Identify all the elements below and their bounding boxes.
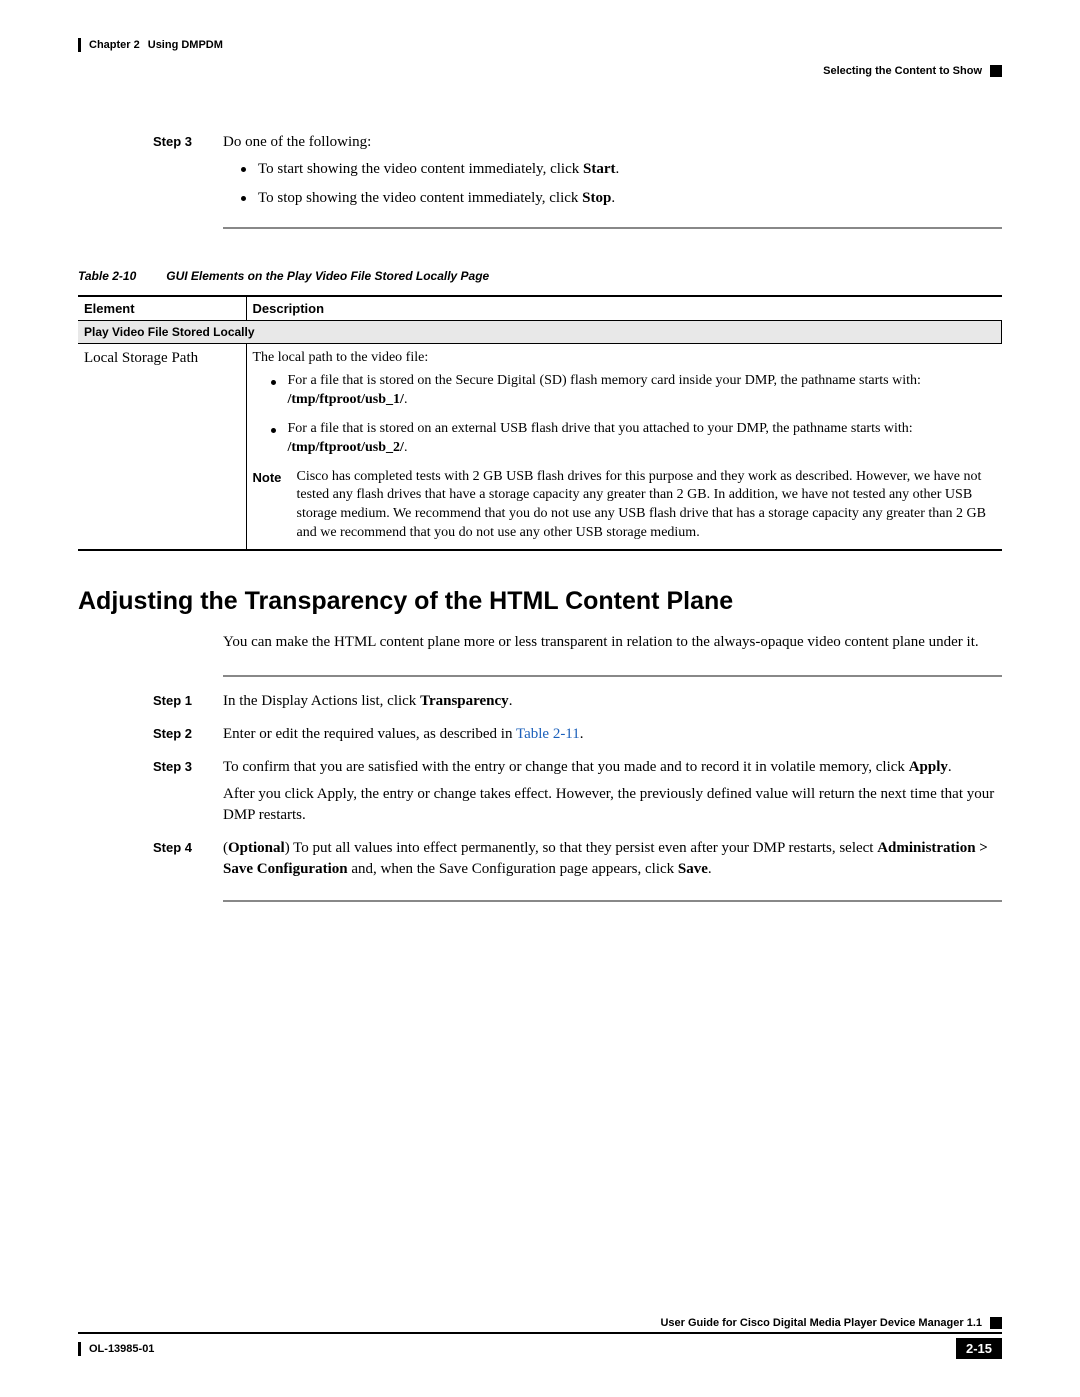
table-title: GUI Elements on the Play Video File Stor…	[166, 269, 489, 283]
header-marker-icon	[78, 38, 81, 52]
table-number: Table 2-10	[78, 269, 136, 283]
step-label: Step 2	[153, 724, 223, 741]
chapter-number: Chapter 2	[89, 39, 140, 51]
desc-bullet-usb: For a file that is stored on an external…	[271, 420, 996, 458]
col-description: Description	[246, 296, 1002, 321]
step-lead: Do one of the following:	[223, 132, 1002, 153]
chapter-title: Using DMPDM	[148, 39, 223, 51]
desc-bullet-sd: For a file that is stored on the Secure …	[271, 372, 996, 410]
table-section-header: Play Video File Stored Locally	[78, 321, 1002, 344]
divider	[223, 227, 1002, 229]
step-label: Step 3	[153, 132, 223, 149]
note-label: Note	[253, 468, 297, 485]
doc-number: OL-13985-01	[89, 1343, 154, 1355]
intro-paragraph: You can make the HTML content plane more…	[223, 632, 1002, 653]
col-element: Element	[78, 296, 246, 321]
bullet-icon	[271, 380, 276, 385]
divider	[223, 900, 1002, 902]
step-1: Step 1 In the Display Actions list, clic…	[78, 691, 1002, 718]
gui-elements-table: Element Description Play Video File Stor…	[78, 295, 1002, 551]
table-link[interactable]: Table 2-11	[516, 726, 580, 742]
bullet-stop: To stop showing the video content immedi…	[241, 188, 1002, 209]
step-label: Step 1	[153, 691, 223, 708]
element-description: The local path to the video file: For a …	[246, 344, 1002, 551]
bullet-start: To start showing the video content immed…	[241, 159, 1002, 180]
page-number: 2-15	[956, 1338, 1002, 1359]
desc-lead: The local path to the video file:	[253, 350, 996, 366]
page-footer: User Guide for Cisco Digital Media Playe…	[78, 1317, 1002, 1359]
footer-marker-icon	[990, 1317, 1002, 1329]
section-heading: Adjusting the Transparency of the HTML C…	[78, 587, 1002, 616]
step-4: Step 4 (Optional) To put all values into…	[78, 838, 1002, 886]
note-body: Cisco has completed tests with 2 GB USB …	[297, 468, 996, 544]
bullet-icon	[241, 167, 246, 172]
section-title: Selecting the Content to Show	[823, 65, 982, 77]
element-name: Local Storage Path	[78, 344, 246, 551]
step-label: Step 3	[153, 757, 223, 774]
guide-title: User Guide for Cisco Digital Media Playe…	[660, 1317, 982, 1329]
divider	[223, 675, 1002, 677]
page-header: Chapter 2 Using DMPDM	[78, 35, 1002, 55]
step-3: Step 3 To confirm that you are satisfied…	[78, 757, 1002, 832]
step-2: Step 2 Enter or edit the required values…	[78, 724, 1002, 751]
footer-bar-icon	[78, 1342, 81, 1356]
bullet-icon	[241, 196, 246, 201]
section-marker-icon	[990, 65, 1002, 77]
bullet-icon	[271, 428, 276, 433]
step-3-after: After you click Apply, the entry or chan…	[223, 784, 1002, 826]
table-caption: Table 2-10 GUI Elements on the Play Video…	[78, 269, 1002, 283]
step-3-top: Step 3 Do one of the following: To start…	[78, 132, 1002, 217]
section-header: Selecting the Content to Show	[78, 65, 1002, 77]
note: Note Cisco has completed tests with 2 GB…	[253, 468, 996, 544]
table-row: Local Storage Path The local path to the…	[78, 344, 1002, 551]
step-label: Step 4	[153, 838, 223, 855]
